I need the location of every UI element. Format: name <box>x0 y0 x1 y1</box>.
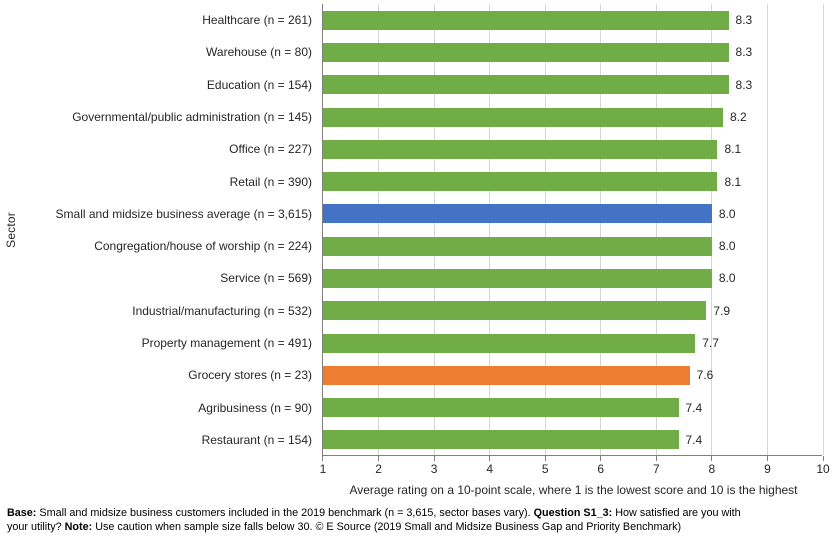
bar <box>323 172 718 192</box>
x-tick-label: 1 <box>319 462 327 476</box>
x-tick-label: 2 <box>375 462 382 476</box>
plot-area: 8.3 8.3 8.3 8.2 8.1 8.1 8.0 8.0 8.0 7.9 7.7 7.6 7.4 7… <box>322 4 824 461</box>
bar <box>323 204 712 224</box>
chart-body: Sector Healthcare (n = 261) Warehouse (n … <box>0 4 824 461</box>
category-label: Agribusiness (n = 90) <box>198 400 312 415</box>
x-axis-tick-mark <box>711 456 713 461</box>
bar <box>323 301 707 321</box>
category-label: Retail (n = 390) <box>229 174 312 189</box>
bar <box>323 42 729 62</box>
x-axis-title: Average rating on a 10-point scale, wher… <box>349 483 798 497</box>
category-label: Congregation/house of worship (n = 224) <box>94 239 312 254</box>
category-label: Grocery stores (n = 23) <box>188 368 312 383</box>
value-label: 7.4 <box>685 400 703 415</box>
value-label: 8.3 <box>735 77 753 92</box>
x-tick-label: 10 <box>816 462 830 476</box>
value-label: 8.3 <box>735 45 753 60</box>
category-label: Property management (n = 491) <box>141 335 312 350</box>
footer-line: your utility? Note: Use caution when sam… <box>7 520 682 533</box>
bar <box>323 268 712 288</box>
gridline <box>378 4 380 455</box>
value-label: 8.2 <box>730 110 747 124</box>
x-axis-tick-mark <box>822 456 824 461</box>
gridline <box>711 4 713 455</box>
y-axis-title-column: Sector <box>0 4 22 456</box>
x-tick-label: 4 <box>486 462 493 476</box>
value-label: 7.7 <box>702 336 719 350</box>
x-tick-label: 6 <box>597 462 605 476</box>
bar <box>323 10 729 30</box>
value-label: 8.0 <box>718 206 736 221</box>
gridline <box>433 4 435 455</box>
category-label: Office (n = 227) <box>229 142 312 157</box>
bar <box>323 333 696 353</box>
gridline <box>600 4 602 455</box>
x-axis-tick-mark <box>766 456 768 461</box>
value-label: 8.1 <box>724 142 742 157</box>
value-label: 8.0 <box>718 239 736 254</box>
x-axis-tick-mark <box>322 456 323 461</box>
x-axis-tick-mark <box>433 456 435 461</box>
x-tick-label: 9 <box>764 462 771 476</box>
gridline <box>489 4 491 455</box>
bar <box>323 236 712 256</box>
x-axis-tick-labels: 1 2 3 4 5 6 7 8 9 10 <box>319 462 830 476</box>
bar <box>323 75 729 95</box>
category-label: Industrial/manufacturing (n = 532) <box>132 303 312 318</box>
category-label: Restaurant (n = 154) <box>201 432 312 447</box>
x-tick-label: 8 <box>708 462 716 476</box>
value-label: 8.1 <box>724 174 742 189</box>
bar <box>323 139 718 159</box>
x-axis-tick-mark <box>544 456 546 461</box>
category-label: Small and midsize business average (n = … <box>55 206 312 221</box>
value-label: 7.4 <box>685 432 703 447</box>
x-tick-label: 3 <box>430 462 438 476</box>
bar <box>323 398 679 418</box>
y-axis-title: Sector <box>4 212 18 248</box>
value-label: 7.9 <box>713 303 731 318</box>
bar <box>323 107 723 127</box>
gridline <box>766 4 768 455</box>
category-label: Warehouse (n = 80) <box>206 45 312 60</box>
x-axis-tick-mark <box>655 456 657 461</box>
category-labels-column: Healthcare (n = 261) Warehouse (n = 80) Ed… <box>22 4 322 456</box>
category-label: Healthcare (n = 261) <box>202 13 312 28</box>
value-label: 8.0 <box>718 271 736 286</box>
x-tick-label: 7 <box>652 462 660 476</box>
gridline <box>822 4 824 455</box>
x-axis-tick-mark <box>378 456 380 461</box>
category-label: Education (n = 154) <box>206 77 312 92</box>
x-tick-label: 5 <box>541 462 549 476</box>
bar <box>323 430 679 450</box>
value-label: 7.6 <box>696 368 714 383</box>
footer-note: Base: Small and midsize business custome… <box>7 507 831 534</box>
gridline <box>655 4 657 455</box>
value-label: 8.3 <box>735 13 753 28</box>
x-axis-tick-mark <box>489 456 491 461</box>
x-axis-tick-mark <box>600 456 602 461</box>
gridline <box>544 4 546 455</box>
category-label: Service (n = 569) <box>220 271 312 286</box>
bar <box>323 365 690 385</box>
footer-line: Base: Small and midsize business custome… <box>7 507 741 519</box>
category-label: Governmental/public administration (n = … <box>72 109 312 124</box>
